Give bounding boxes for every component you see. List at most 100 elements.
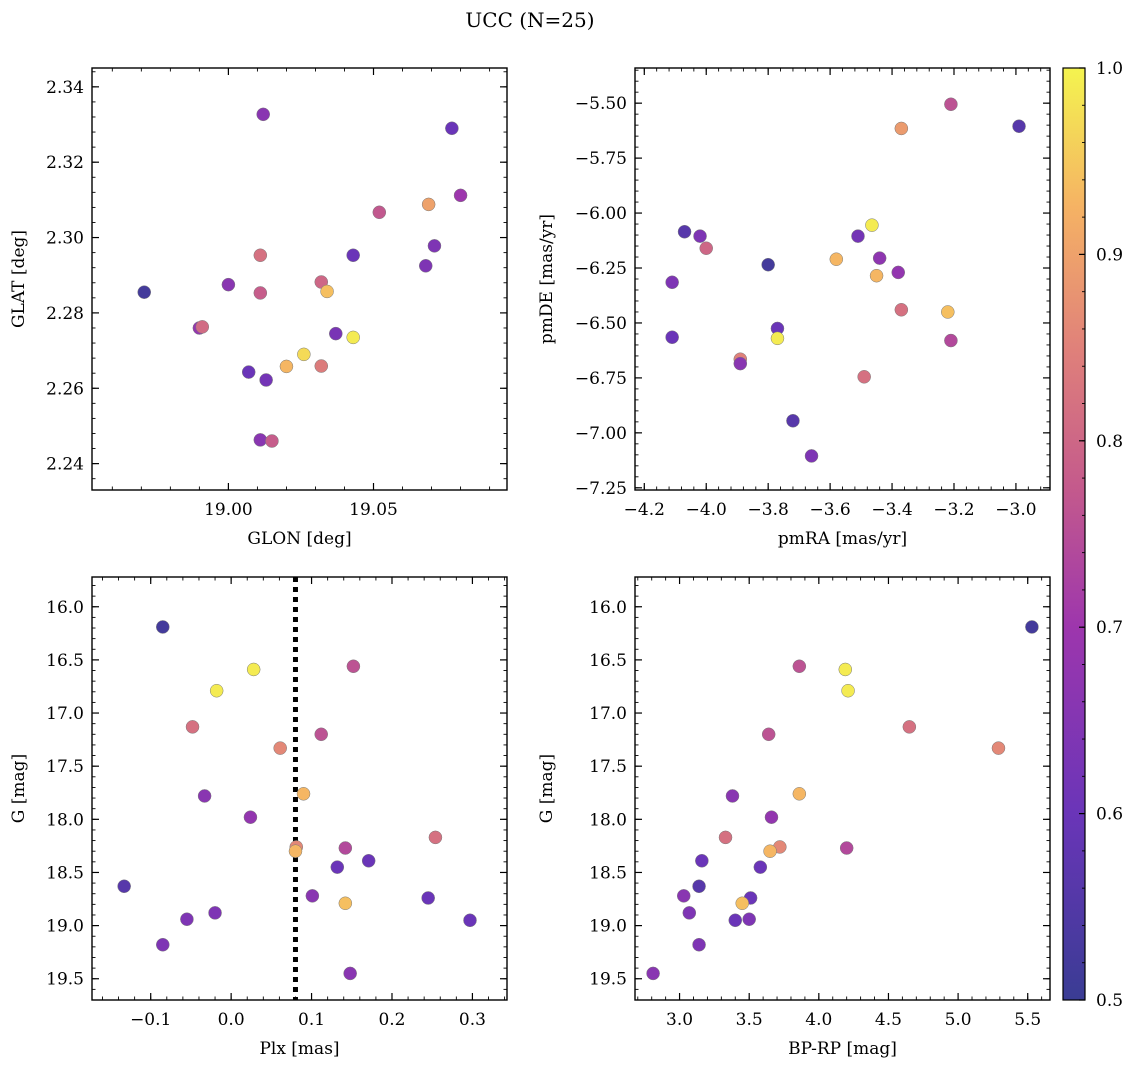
data-point [695, 854, 709, 868]
y-tick-label: 18.5 [589, 863, 627, 883]
axes-frame [91, 576, 508, 1001]
data-point [692, 879, 706, 894]
y-tick-label: 16.5 [589, 651, 627, 671]
data-point [338, 896, 353, 911]
data-point [699, 241, 713, 255]
colorbar: 0.5 0.6 0.7 0.8 0.9 1.0 [1062, 59, 1123, 1011]
data-point [792, 659, 807, 674]
data-point [839, 841, 854, 855]
colorbar-tick-label: 0.8 [1096, 432, 1123, 452]
x-tick-label: 3.0 [666, 1010, 693, 1030]
x-tick-label: 0.0 [218, 1010, 245, 1030]
figure-title: UCC (N=25) [465, 8, 594, 32]
y-tick-label: 2.28 [46, 304, 84, 324]
y-tick-label: 16.5 [46, 651, 84, 671]
data-point [725, 789, 740, 803]
data-point [428, 830, 443, 845]
y-tick-label: 19.5 [589, 970, 627, 990]
x-tick-label: −3.0 [995, 500, 1036, 520]
data-point [646, 966, 660, 981]
data-point [763, 844, 777, 858]
y-tick-label: 19.5 [46, 970, 84, 990]
data-point [829, 252, 844, 266]
data-point [221, 277, 236, 292]
data-point [343, 966, 357, 981]
data-point [253, 248, 268, 263]
y-tick-label: −6.50 [575, 314, 627, 334]
y-tick-label: −6.00 [575, 204, 627, 224]
y-tick-label: 2.32 [46, 153, 84, 173]
y-tick-label: 17.5 [46, 757, 84, 777]
scatter-panel-1: 19.00 19.05 2.24 2.26 2.28 2.30 2.32 2.34 GLON [… [9, 67, 508, 549]
data-point [894, 303, 909, 317]
data-point [693, 229, 707, 243]
data-point [872, 251, 887, 265]
y-tick-label: 18.0 [589, 810, 627, 830]
data-point [297, 347, 311, 362]
x-tick-label: −3.2 [933, 500, 974, 520]
x-tick-label: 3.5 [736, 1010, 763, 1030]
y-tick-label: 17.5 [589, 757, 627, 777]
y-tick-label: −5.75 [575, 149, 627, 169]
y-tick-label: 19.0 [46, 917, 84, 937]
data-point [279, 359, 294, 374]
data-point [265, 434, 279, 448]
data-point [156, 937, 170, 952]
y-tick-label: −6.75 [575, 369, 627, 389]
data-point [677, 224, 692, 239]
data-point [1025, 620, 1039, 634]
scatter-panel-3: −0.1 0.0 0.1 0.2 0.3 16.0 16.5 17.0 17.5 18.0 18.5… [9, 576, 508, 1059]
x-tick-label: −0.1 [130, 1010, 171, 1030]
data-point [665, 330, 679, 344]
data-point [445, 121, 459, 136]
data-point [320, 284, 334, 299]
y-tick-label: 17.0 [46, 704, 84, 724]
data-point [682, 906, 697, 920]
data-point [361, 854, 376, 868]
data-point [894, 121, 909, 136]
x-tick-label: −3.8 [748, 500, 789, 520]
data-point [185, 720, 200, 734]
data-point [314, 359, 329, 373]
data-point [851, 229, 865, 243]
data-point [288, 844, 303, 858]
data-point [941, 305, 955, 319]
x-tick-label: 4.5 [875, 1010, 902, 1030]
y-tick-label: −6.25 [575, 259, 627, 279]
colorbar-tick-label: 0.7 [1096, 618, 1123, 638]
x-tick-label: 0.3 [459, 1010, 486, 1030]
data-point [241, 365, 256, 379]
data-point [338, 841, 353, 855]
data-point [305, 889, 320, 903]
data-point [792, 787, 807, 801]
y-tick-label: 2.30 [46, 229, 84, 249]
axes-frame [634, 576, 1051, 1001]
data-point [753, 860, 768, 874]
data-point [246, 662, 261, 677]
data-point [665, 275, 679, 290]
data-point [841, 683, 855, 698]
data-point [209, 683, 224, 698]
data-point [195, 320, 210, 334]
y-tick-label: 16.0 [589, 598, 627, 618]
data-point [253, 433, 268, 447]
data-point [735, 896, 749, 911]
data-point [692, 937, 706, 952]
data-point [764, 810, 779, 824]
data-point [676, 889, 691, 903]
y-axis-label: pmDE [mas/yr] [537, 214, 557, 344]
x-tick-label: 5.0 [945, 1010, 972, 1030]
data-point [329, 326, 343, 341]
data-point [418, 259, 433, 273]
data-point [865, 218, 879, 232]
y-axis-label: G [mag] [537, 754, 557, 823]
data-point [197, 789, 212, 803]
data-point [421, 891, 435, 905]
x-axis-label: pmRA [mas/yr] [778, 529, 907, 549]
y-axis-label: GLAT [deg] [9, 230, 29, 328]
data-point [296, 787, 311, 801]
data-point [761, 727, 776, 742]
data-point [208, 906, 222, 920]
y-tick-label: 16.0 [46, 598, 84, 618]
x-tick-label: −3.6 [809, 500, 850, 520]
